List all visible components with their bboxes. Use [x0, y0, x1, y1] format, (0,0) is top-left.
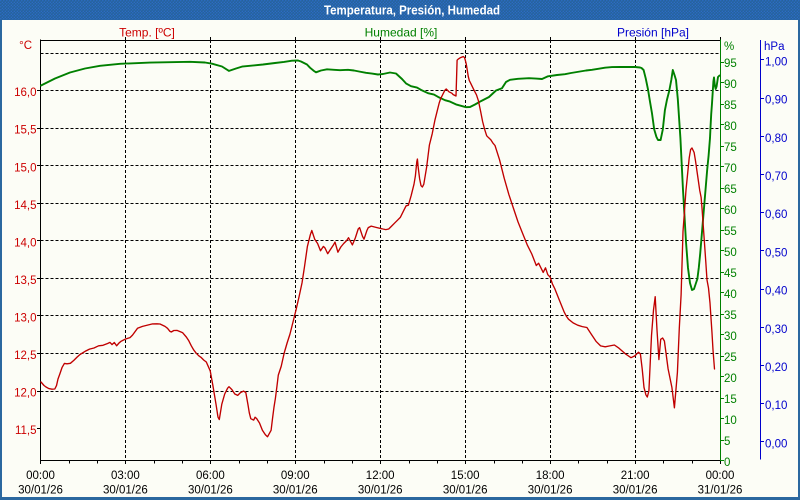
- svg-text:0,40: 0,40: [765, 286, 787, 298]
- svg-text:°C: °C: [19, 40, 32, 52]
- svg-text:0,70: 0,70: [765, 171, 787, 183]
- svg-text:5: 5: [724, 436, 730, 448]
- svg-text:30/01/26: 30/01/26: [18, 485, 63, 497]
- svg-text:11,5: 11,5: [15, 425, 37, 437]
- svg-text:Presión [hPa]: Presión [hPa]: [617, 26, 689, 40]
- svg-text:50: 50: [724, 247, 737, 259]
- svg-text:30/01/26: 30/01/26: [528, 485, 573, 497]
- svg-text:21:00: 21:00: [621, 470, 650, 482]
- svg-text:10: 10: [724, 415, 737, 427]
- svg-text:13,0: 13,0: [14, 312, 36, 324]
- svg-text:30/01/26: 30/01/26: [103, 485, 148, 497]
- svg-text:00:00: 00:00: [26, 470, 55, 482]
- svg-text:13,5: 13,5: [14, 275, 36, 287]
- svg-text:80: 80: [724, 121, 737, 133]
- svg-text:12:00: 12:00: [366, 470, 395, 482]
- svg-text:15: 15: [724, 394, 737, 406]
- svg-text:0,30: 0,30: [765, 324, 787, 336]
- svg-text:15,0: 15,0: [14, 162, 36, 174]
- svg-text:30/01/26: 30/01/26: [273, 485, 318, 497]
- svg-text:hPa: hPa: [764, 41, 785, 53]
- svg-text:Temp. [ºC]: Temp. [ºC]: [119, 26, 175, 40]
- svg-text:03:00: 03:00: [111, 470, 140, 482]
- svg-text:85: 85: [724, 100, 737, 112]
- svg-text:12,0: 12,0: [14, 388, 36, 400]
- svg-text:Temperatura, Presión, Humedad: Temperatura, Presión, Humedad: [324, 3, 500, 18]
- svg-text:0: 0: [724, 457, 730, 469]
- svg-text:0,10: 0,10: [765, 400, 787, 412]
- svg-text:30/01/26: 30/01/26: [188, 485, 233, 497]
- svg-text:65: 65: [724, 184, 737, 196]
- svg-text:25: 25: [724, 352, 737, 364]
- svg-text:18:00: 18:00: [536, 470, 565, 482]
- svg-text:45: 45: [724, 268, 737, 280]
- svg-text:0,00: 0,00: [765, 438, 787, 450]
- svg-text:30: 30: [724, 331, 737, 343]
- svg-text:0,90: 0,90: [765, 95, 787, 107]
- svg-text:30/01/26: 30/01/26: [613, 485, 658, 497]
- svg-text:30/01/26: 30/01/26: [358, 485, 403, 497]
- svg-text:12,5: 12,5: [14, 350, 36, 362]
- svg-text:0,20: 0,20: [765, 362, 787, 374]
- svg-text:0,80: 0,80: [765, 133, 787, 145]
- svg-text:70: 70: [724, 163, 737, 175]
- svg-text:15:00: 15:00: [451, 470, 480, 482]
- svg-text:60: 60: [724, 205, 737, 217]
- svg-text:15,5: 15,5: [14, 125, 36, 137]
- svg-text:0,60: 0,60: [765, 209, 787, 221]
- svg-text:06:00: 06:00: [196, 470, 225, 482]
- svg-text:0,50: 0,50: [765, 247, 787, 259]
- svg-text:40: 40: [724, 289, 737, 301]
- svg-text:90: 90: [724, 79, 737, 91]
- svg-text:31/01/26: 31/01/26: [698, 485, 743, 497]
- svg-text:95: 95: [724, 58, 737, 70]
- svg-text:20: 20: [724, 373, 737, 385]
- svg-text:00:00: 00:00: [706, 470, 735, 482]
- svg-text:75: 75: [724, 142, 737, 154]
- svg-text:55: 55: [724, 226, 737, 238]
- svg-text:09:00: 09:00: [281, 470, 310, 482]
- svg-text:30/01/26: 30/01/26: [443, 485, 488, 497]
- svg-text:Humedad [%]: Humedad [%]: [365, 26, 438, 40]
- svg-text:1,00: 1,00: [765, 56, 787, 68]
- svg-text:%: %: [724, 41, 734, 53]
- svg-text:14,5: 14,5: [14, 200, 36, 212]
- svg-text:16,0: 16,0: [14, 87, 36, 99]
- svg-text:35: 35: [724, 310, 737, 322]
- svg-text:14,0: 14,0: [14, 237, 36, 249]
